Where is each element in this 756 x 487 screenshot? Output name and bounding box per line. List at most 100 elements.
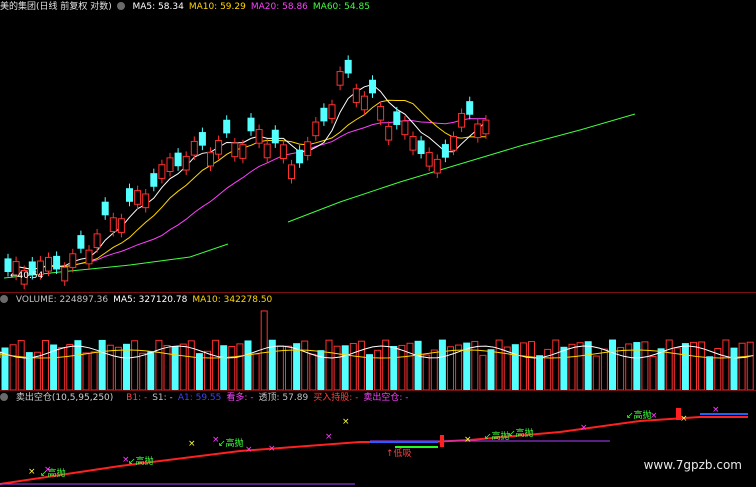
buy-low-label: ↑低吸 — [386, 447, 412, 459]
volume-bar — [147, 351, 155, 390]
settings-dot-icon[interactable] — [116, 2, 125, 10]
candle — [134, 190, 142, 205]
volume-bar — [9, 344, 17, 390]
volume-bar — [730, 347, 738, 390]
indicator-settings-dot-icon[interactable] — [0, 393, 8, 401]
volume-bar — [544, 348, 552, 390]
panel-divider-2 — [0, 390, 756, 391]
volume-bar — [414, 340, 422, 390]
ma-legend-item-2: MA20: 58.86 — [250, 2, 308, 12]
volume-bar — [236, 343, 244, 390]
volume-legend: VOLUME: 224897.36 MA5: 327120.78 MA10: 342… — [16, 295, 277, 305]
candle — [12, 261, 20, 276]
volume-bar — [131, 340, 139, 390]
volume-bar — [560, 346, 568, 390]
candle — [174, 152, 182, 167]
candle — [28, 261, 36, 276]
ma-legend-item-1: MA10: 59.29 — [188, 2, 246, 12]
candle — [360, 95, 368, 111]
volume-bar — [341, 345, 349, 390]
candle — [393, 111, 401, 125]
indicator-name[interactable]: 卖出空仓(10,5,95,250) — [15, 393, 114, 403]
volume-bar — [293, 343, 301, 390]
volume-bar — [325, 339, 333, 390]
candle — [271, 129, 279, 144]
candle — [215, 140, 223, 155]
volume-bar — [536, 355, 544, 390]
volume-bar — [17, 340, 25, 390]
volume-bar — [50, 344, 58, 390]
volume-bar — [276, 345, 284, 390]
indicator-legend-item-2: A1: 59.55 — [177, 393, 222, 403]
candle — [109, 217, 117, 232]
volume-bar — [617, 347, 625, 390]
main-chart-header: 美的集团(日线 前复权 对数) MA5: 58.34 MA10: 59.29 MA2… — [0, 1, 380, 13]
candle — [69, 253, 77, 268]
candle — [352, 88, 360, 103]
volume-bar — [90, 351, 98, 390]
cross-marker: × — [212, 435, 220, 445]
volume-chart[interactable] — [0, 306, 756, 390]
volume-bar — [625, 343, 633, 390]
volume-bar — [690, 341, 697, 390]
volume-bar — [301, 340, 309, 390]
volume-bar — [503, 346, 511, 390]
candle — [458, 112, 466, 128]
cross-marker: × — [268, 444, 276, 454]
volume-bar — [382, 339, 390, 390]
indicator-chart[interactable]: × ××× × ××× ×××× ××↙高抛↙高抛↙高抛↙高抛↙高抛↙高抛↑低吸 — [0, 404, 756, 486]
volume-bar — [317, 350, 325, 390]
volume-bar — [220, 345, 228, 390]
sell-high-label: ↙高抛 — [626, 409, 652, 421]
volume-bar — [584, 341, 592, 390]
volume-bar — [357, 340, 365, 390]
volume-bar — [714, 348, 722, 390]
volume-bar — [471, 340, 479, 390]
indicator-legend-item-6: 卖出空仓: - — [363, 393, 409, 403]
ma-legend: MA5: 58.34 MA10: 59.29 MA20: 58.86 MA60: 54… — [133, 2, 375, 12]
cross-marker: × — [712, 405, 720, 415]
volume-bar — [155, 339, 163, 390]
volume-bar — [252, 353, 260, 390]
volume-bar — [479, 354, 487, 390]
volume-header: VOLUME: 224897.36 MA5: 327120.78 MA10: 342… — [0, 294, 282, 306]
volume-bar — [349, 342, 357, 390]
indicator-legend-item-0: B1: - — [126, 393, 148, 403]
volume-bar — [665, 339, 673, 390]
indicator-legend-item-4: 透顶: 57.89 — [258, 393, 309, 403]
volume-bar — [179, 343, 187, 390]
candlestick-chart[interactable]: ←40.54 — [0, 12, 756, 294]
candle — [182, 155, 190, 171]
candle — [231, 142, 239, 158]
candle — [450, 136, 457, 151]
candle — [45, 256, 52, 272]
candle — [77, 235, 85, 249]
candle — [85, 249, 93, 265]
candle — [190, 140, 198, 156]
volume-bar — [212, 339, 220, 390]
volume-bar — [260, 310, 268, 390]
candle — [466, 101, 474, 115]
candle — [296, 149, 304, 164]
candle — [417, 140, 425, 155]
volume-bar — [98, 339, 106, 390]
volume-bar — [114, 346, 122, 390]
volume-bar — [609, 339, 616, 390]
candle — [166, 157, 174, 173]
stock-name[interactable]: 美的集团(日线 前复权 对数) — [0, 2, 112, 12]
candle — [126, 188, 133, 202]
candle — [117, 218, 125, 233]
volume-bar — [568, 343, 576, 390]
volume-bar — [552, 339, 560, 390]
volume-bar — [649, 355, 657, 390]
volume-settings-dot-icon[interactable] — [0, 295, 8, 303]
volume-bar — [33, 351, 41, 390]
volume-bar — [398, 344, 406, 390]
volume-bar — [681, 343, 689, 390]
candle — [279, 144, 287, 160]
candle — [425, 151, 433, 167]
volume-bar — [422, 354, 430, 390]
ma60-line — [287, 113, 636, 223]
candle — [385, 125, 393, 141]
indicator-red-bar — [676, 408, 681, 420]
